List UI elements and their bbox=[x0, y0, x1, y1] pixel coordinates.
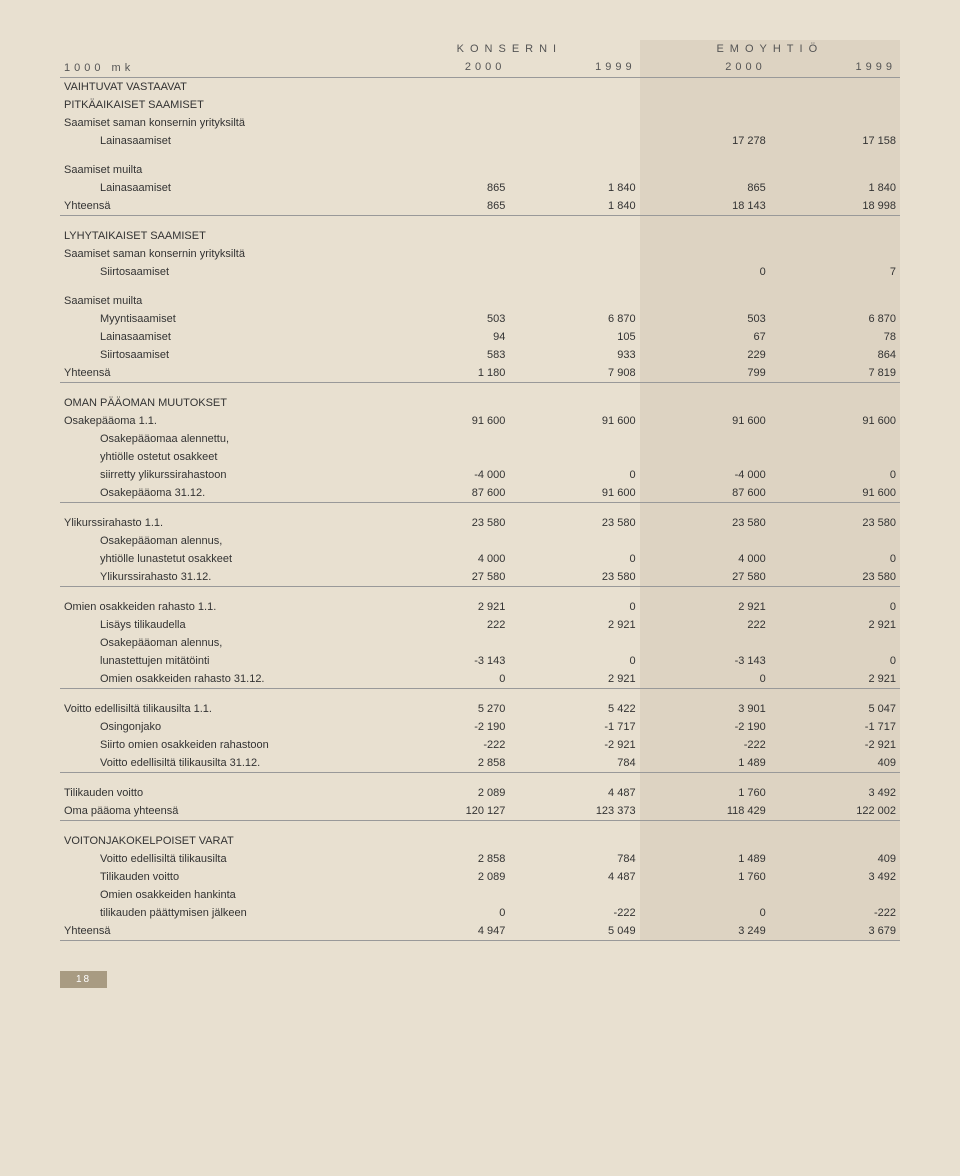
row-osingonjako: Osingonjako-2 190-1 717-2 190-1 717 bbox=[60, 718, 900, 736]
row-myynti: Myyntisaamiset5036 8705036 870 bbox=[60, 310, 900, 328]
row-laina3: Lainasaamiset941056778 bbox=[60, 328, 900, 346]
page-number: 18 bbox=[60, 971, 107, 988]
row-voitto11: Voitto edellisiltä tilikausilta 1.1.5 27… bbox=[60, 689, 900, 719]
row-osake11: Osakepääoma 1.1.91 60091 60091 60091 600 bbox=[60, 412, 900, 430]
row-muilta1: Saamiset muilta bbox=[60, 150, 900, 179]
row-alennettu: Osakepääomaa alennettu, bbox=[60, 430, 900, 448]
header-konserni: KONSERNI bbox=[379, 40, 639, 58]
row-yht3: Yhteensä4 9475 0493 2493 679 bbox=[60, 922, 900, 941]
row-tilik1: Tilikauden voitto2 0894 4871 7603 492 bbox=[60, 773, 900, 803]
section-vaihtuvat: VAIHTUVAT VASTAAVAT bbox=[60, 78, 900, 97]
row-tilik2: Tilikauden voitto2 0894 4871 7603 492 bbox=[60, 868, 900, 886]
row-osake3112: Osakepääoma 31.12.87 60091 60087 60091 6… bbox=[60, 484, 900, 503]
header-unit: 1000 mk bbox=[60, 58, 379, 78]
row-saman2: Saamiset saman konsernin yrityksiltä bbox=[60, 245, 900, 263]
row-paatt: tilikauden päättymisen jälkeen0-2220-222 bbox=[60, 904, 900, 922]
financial-table: KONSERNI EMOYHTIÖ 1000 mk 2000 1999 2000… bbox=[60, 40, 900, 941]
row-muilta2: Saamiset muilta bbox=[60, 281, 900, 310]
row-lunastetut: yhtiölle lunastetut osakkeet4 00004 0000 bbox=[60, 550, 900, 568]
row-siirto-omien: Siirto omien osakkeiden rahastoon-222-2 … bbox=[60, 736, 900, 754]
row-mitat: lunastettujen mitätöinti-3 1430-3 1430 bbox=[60, 652, 900, 670]
section-pitkaa: PITKÄAIKAISET SAAMISET bbox=[60, 96, 900, 114]
row-ostetut: yhtiölle ostetut osakkeet bbox=[60, 448, 900, 466]
year-col2: 1999 bbox=[509, 58, 639, 78]
row-ylik3112: Ylikurssirahasto 31.12.27 58023 58027 58… bbox=[60, 568, 900, 587]
header-emoyhtio: EMOYHTIÖ bbox=[640, 40, 900, 58]
section-oman: OMAN PÄÄOMAN MUUTOKSET bbox=[60, 383, 900, 413]
row-alennus2: Osakepääoman alennus, bbox=[60, 634, 900, 652]
row-omapaa: Oma pääoma yhteensä120 127123 373118 429… bbox=[60, 802, 900, 821]
row-voitto3112: Voitto edellisiltä tilikausilta 31.12.2 … bbox=[60, 754, 900, 773]
row-alennus1: Osakepääoman alennus, bbox=[60, 532, 900, 550]
row-siirto2: Siirtosaamiset583933229864 bbox=[60, 346, 900, 364]
row-siirto1: Siirtosaamiset07 bbox=[60, 263, 900, 281]
row-ylik11: Ylikurssirahasto 1.1.23 58023 58023 5802… bbox=[60, 503, 900, 533]
header-year-row: 1000 mk 2000 1999 2000 1999 bbox=[60, 58, 900, 78]
row-laina2: Lainasaamiset8651 8408651 840 bbox=[60, 179, 900, 197]
row-lisays: Lisäys tilikaudella2222 9212222 921 bbox=[60, 616, 900, 634]
row-omien11: Omien osakkeiden rahasto 1.1.2 92102 921… bbox=[60, 587, 900, 617]
section-lyhyt: LYHYTAIKAISET SAAMISET bbox=[60, 216, 900, 246]
year-col1: 2000 bbox=[379, 58, 509, 78]
row-siirretty: siirretty ylikurssirahastoon-4 0000-4 00… bbox=[60, 466, 900, 484]
row-saman: Saamiset saman konsernin yrityksiltä bbox=[60, 114, 900, 132]
row-voittoed: Voitto edellisiltä tilikausilta2 8587841… bbox=[60, 850, 900, 868]
header-group-row: KONSERNI EMOYHTIÖ bbox=[60, 40, 900, 58]
row-omien-hankinta: Omien osakkeiden hankinta bbox=[60, 886, 900, 904]
section-voitonjako: VOITONJAKOKELPOISET VARAT bbox=[60, 821, 900, 851]
row-laina1: Lainasaamiset17 27817 158 bbox=[60, 132, 900, 150]
row-yht2: Yhteensä1 1807 9087997 819 bbox=[60, 364, 900, 383]
year-col3: 2000 bbox=[640, 58, 770, 78]
row-omien3112: Omien osakkeiden rahasto 31.12.02 92102 … bbox=[60, 670, 900, 689]
year-col4: 1999 bbox=[770, 58, 900, 78]
row-yht1: Yhteensä8651 84018 14318 998 bbox=[60, 197, 900, 216]
